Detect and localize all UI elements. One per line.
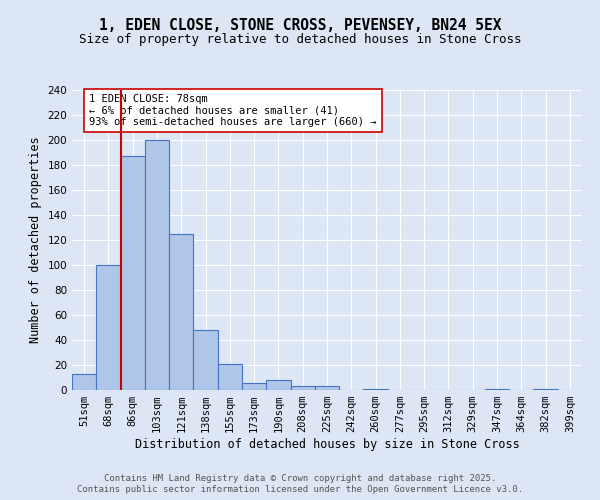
Bar [533, 389, 558, 390]
Bar [121, 156, 145, 390]
Bar [218, 364, 242, 390]
Bar [266, 380, 290, 390]
Y-axis label: Number of detached properties: Number of detached properties [29, 136, 42, 344]
Bar [169, 234, 193, 390]
Bar [72, 374, 96, 390]
Bar [242, 382, 266, 390]
Text: Size of property relative to detached houses in Stone Cross: Size of property relative to detached ho… [79, 32, 521, 46]
Bar [290, 386, 315, 390]
Text: 1, EDEN CLOSE, STONE CROSS, PEVENSEY, BN24 5EX: 1, EDEN CLOSE, STONE CROSS, PEVENSEY, BN… [99, 18, 501, 32]
Bar [315, 386, 339, 390]
Bar [145, 140, 169, 390]
Bar [485, 389, 509, 390]
Bar [193, 330, 218, 390]
Bar [96, 265, 121, 390]
Bar [364, 389, 388, 390]
Text: Contains HM Land Registry data © Crown copyright and database right 2025.
Contai: Contains HM Land Registry data © Crown c… [77, 474, 523, 494]
X-axis label: Distribution of detached houses by size in Stone Cross: Distribution of detached houses by size … [134, 438, 520, 451]
Text: 1 EDEN CLOSE: 78sqm
← 6% of detached houses are smaller (41)
93% of semi-detache: 1 EDEN CLOSE: 78sqm ← 6% of detached hou… [89, 94, 377, 127]
